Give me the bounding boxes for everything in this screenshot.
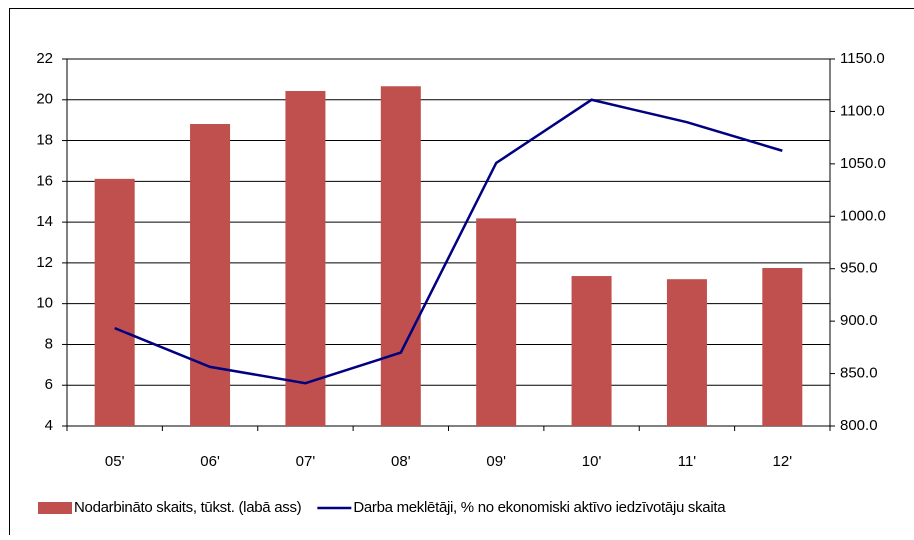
y-tick-label: 20 <box>36 91 53 108</box>
bar <box>285 91 325 426</box>
y-tick-label: 6 <box>45 376 53 393</box>
x-tick-label: 08' <box>391 453 411 470</box>
x-tick-label: 06' <box>200 453 220 470</box>
y2-tick-label: 1100.0 <box>840 102 885 119</box>
legend-label: Darba meklētāji, % no ekonomiski aktīvo … <box>353 499 726 516</box>
y-tick-label: 18 <box>36 132 53 149</box>
legend-label: Nodarbināto skaits, tūkst. (labā ass) <box>74 499 302 516</box>
x-tick-label: 07' <box>296 453 316 470</box>
y-tick-label: 16 <box>36 172 53 189</box>
bar <box>476 218 516 426</box>
y2-tick-label: 1000.0 <box>840 207 886 224</box>
x-tick-label: 10' <box>582 453 602 470</box>
legend-swatch <box>38 502 72 514</box>
bar <box>667 279 707 426</box>
y-tick-label: 4 <box>45 417 53 434</box>
y-tick-label: 10 <box>36 295 53 312</box>
y-tick-label: 12 <box>36 254 53 271</box>
y2-tick-label: 900.0 <box>840 312 878 329</box>
y2-tick-label: 950.0 <box>840 260 878 277</box>
y2-tick-label: 1150.0 <box>840 50 885 67</box>
y2-tick-label: 800.0 <box>840 417 878 434</box>
bar <box>572 276 612 426</box>
bar <box>762 268 802 426</box>
x-tick-label: 12' <box>773 453 793 470</box>
bar <box>95 179 135 426</box>
y-tick-label: 8 <box>45 335 53 352</box>
x-tick-label: 09' <box>486 453 506 470</box>
y-tick-label: 22 <box>36 50 53 67</box>
y2-tick-label: 1050.0 <box>840 155 886 172</box>
bar <box>381 86 421 426</box>
y2-tick-label: 850.0 <box>840 365 878 382</box>
bar <box>190 124 230 426</box>
x-tick-label: 05' <box>105 453 125 470</box>
x-tick-label: 11' <box>678 453 697 470</box>
y-tick-label: 14 <box>36 213 53 230</box>
